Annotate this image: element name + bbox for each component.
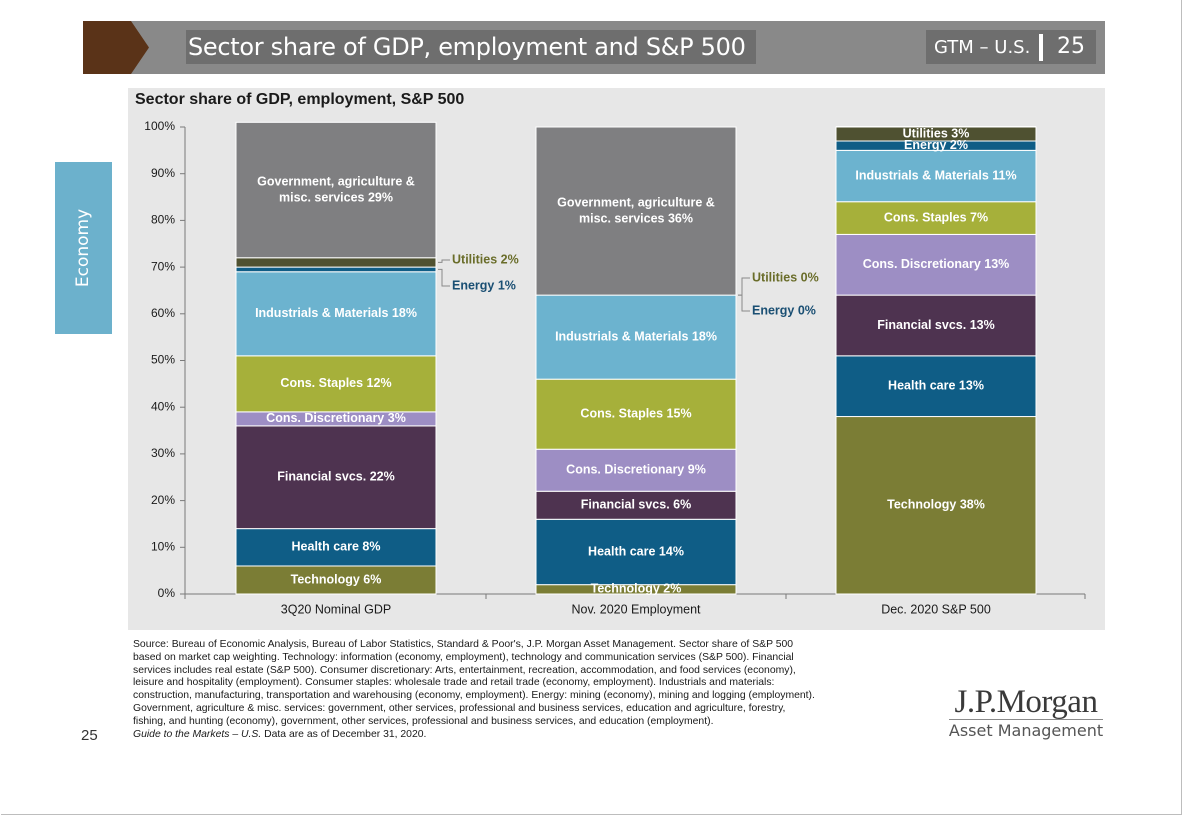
callout-label: Energy 0% (752, 303, 816, 317)
data-label: Cons. Discretionary 3% (266, 411, 406, 425)
gtm-page-number: 25 (1057, 34, 1085, 59)
bar-segment (835, 294, 1037, 357)
data-label: Technology 6% (291, 572, 382, 586)
y-tick-label: 20% (151, 493, 175, 507)
source-line: fishing, and hunting (economy), governme… (133, 715, 714, 727)
data-label: Cons. Staples 15% (580, 407, 691, 421)
bar-segment (835, 149, 1037, 203)
bar-segment (835, 201, 1037, 235)
y-tick-label: 100% (144, 119, 175, 133)
bar-segment (235, 425, 437, 530)
gtm-separator (1039, 34, 1043, 61)
bar-segment (535, 448, 737, 492)
page-number: 25 (81, 727, 98, 744)
y-tick-label: 80% (151, 213, 175, 227)
data-label: misc. services 36% (579, 211, 693, 225)
jpmorgan-logo: J.P.Morgan Asset Management (946, 685, 1106, 742)
y-tick-label: 50% (151, 353, 175, 367)
logo-rule (949, 719, 1103, 720)
bar-segment (235, 565, 437, 595)
data-label: Technology 2% (591, 582, 682, 596)
callout-label: Energy 1% (452, 278, 516, 292)
y-tick-label: 90% (151, 166, 175, 180)
bar-segment (535, 126, 737, 296)
source-line: Government, agriculture & misc. services… (133, 702, 786, 714)
callout-connector (438, 268, 450, 287)
bar-segment (235, 121, 437, 259)
guide-title: Guide to the Markets – U.S. (133, 728, 262, 740)
bar-segment (835, 233, 1037, 296)
data-label: Government, agriculture & (557, 195, 715, 209)
x-tick-label: Dec. 2020 S&P 500 (881, 602, 991, 616)
source-line: Guide to the Markets – U.S. Data are as … (133, 729, 933, 742)
bar-segment (535, 518, 737, 586)
data-label: Energy 2% (904, 138, 968, 152)
data-label: Health care 14% (588, 544, 684, 558)
x-tick-label: Nov. 2020 Employment (572, 602, 702, 616)
data-label: Financial svcs. 13% (877, 318, 994, 332)
data-label: Utilities 3% (903, 126, 970, 140)
bar-segment (836, 126, 1036, 127)
callout-connector (738, 277, 750, 296)
bar-segment (235, 528, 437, 567)
bar-segment (835, 416, 1037, 595)
bar-segment (535, 490, 737, 520)
callout-connector (438, 259, 450, 263)
bar-segment (535, 378, 737, 450)
bar-segment (235, 355, 437, 413)
callout-connector (738, 294, 750, 312)
page-title: Sector share of GDP, employment and S&P … (186, 30, 756, 64)
bar-segment (235, 271, 437, 357)
callout-label: Utilities 0% (752, 270, 819, 284)
data-label: Industrials & Materials 11% (855, 168, 1016, 182)
source-note: Source: Bureau of Economic Analysis, Bur… (133, 639, 933, 741)
logo-name: J.P.Morgan (954, 684, 1098, 720)
data-label: Industrials & Materials 18% (555, 329, 717, 343)
y-tick-label: 40% (151, 399, 175, 413)
source-line: Source: Bureau of Economic Analysis, Bur… (133, 639, 794, 650)
chart-title: Sector share of GDP, employment, S&P 500 (135, 91, 465, 108)
gtm-label: GTM – U.S. (934, 37, 1031, 58)
data-label: Technology 38% (887, 498, 985, 512)
logo-subtitle: Asset Management (948, 721, 1104, 740)
x-tick-label: 3Q20 Nominal GDP (281, 602, 391, 616)
data-label: misc. services 29% (279, 190, 393, 204)
section-tab: Economy (55, 162, 112, 334)
y-tick-label: 60% (151, 306, 175, 320)
data-date: Data are as of December 31, 2020. (261, 728, 427, 740)
source-line: construction, manufacturing, transportat… (133, 690, 815, 702)
source-line: based on market cap weighting. Technolog… (133, 651, 794, 663)
data-label: Cons. Discretionary 13% (863, 257, 1010, 271)
data-label: Health care 13% (888, 378, 984, 392)
data-label: Health care 8% (292, 540, 381, 554)
y-tick-label: 70% (151, 259, 175, 273)
data-label: Cons. Staples 12% (280, 376, 391, 390)
header-chevron (83, 21, 149, 74)
y-tick-label: 0% (158, 586, 176, 600)
bar-segment (235, 266, 437, 273)
source-line: services includes real estate (S&P 500).… (133, 664, 796, 676)
bar-segment (835, 355, 1037, 418)
data-label: Financial svcs. 22% (277, 470, 394, 484)
data-label: Cons. Staples 7% (884, 210, 988, 224)
data-label: Government, agriculture & (257, 174, 415, 188)
y-tick-label: 10% (151, 539, 175, 553)
data-label: Financial svcs. 6% (581, 498, 691, 512)
data-label: Industrials & Materials 18% (255, 306, 417, 320)
bar-segment (235, 257, 437, 268)
source-line: leisure and hospitality (employment). Co… (133, 677, 775, 689)
data-label: Cons. Discretionary 9% (566, 463, 706, 477)
callout-label: Utilities 2% (452, 252, 519, 266)
y-tick-label: 30% (151, 446, 175, 460)
gtm-badge: GTM – U.S. 25 (926, 30, 1096, 64)
